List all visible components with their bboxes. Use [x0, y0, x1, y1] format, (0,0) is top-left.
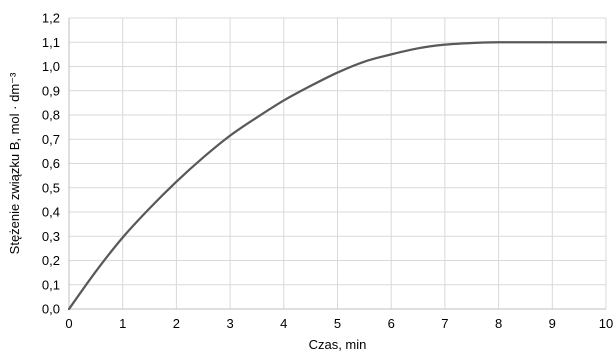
y-tick-label: 0,5 — [42, 180, 60, 195]
x-tick-label: 4 — [280, 316, 287, 331]
y-tick-label: 1,0 — [42, 59, 60, 74]
x-tick-label: 6 — [388, 316, 395, 331]
series-layer — [67, 41, 608, 311]
y-tick-label: 0,7 — [42, 132, 60, 147]
y-tick-label: 0,2 — [42, 253, 60, 268]
x-axis-title: Czas, min — [309, 337, 367, 352]
gridlines — [69, 17, 607, 309]
y-tick-label: 0,6 — [42, 156, 60, 171]
x-tick-label: 5 — [334, 316, 341, 331]
y-tick-label: 0,8 — [42, 108, 60, 123]
y-tick-label: 0,3 — [42, 229, 60, 244]
y-tick-label: 0,1 — [42, 277, 60, 292]
y-tick-label: 0,9 — [42, 83, 60, 98]
x-tick-label: 3 — [226, 316, 233, 331]
series-line — [67, 41, 608, 311]
x-tick-label: 8 — [495, 316, 502, 331]
y-tick-label: 0,4 — [42, 205, 60, 220]
x-tick-label: 0 — [65, 316, 72, 331]
y-tick-label: 1,1 — [42, 35, 60, 50]
axes — [68, 18, 606, 310]
x-tick-label: 10 — [599, 316, 613, 331]
x-tick-labels: 0 1 2 3 4 5 6 7 8 9 10 — [65, 316, 613, 331]
y-tick-label: 1,2 — [42, 11, 60, 26]
y-axis-title: Stężenie związku B, mol · dm⁻³ — [7, 72, 22, 254]
y-tick-label: 0,0 — [42, 302, 60, 317]
x-tick-label: 2 — [173, 316, 180, 331]
x-tick-label: 9 — [549, 316, 556, 331]
x-tick-label: 7 — [441, 316, 448, 331]
x-tick-label: 1 — [119, 316, 126, 331]
y-tick-labels: 0,0 0,1 0,2 0,3 0,4 0,5 0,6 0,7 0,8 0,9 1,0 1,1 1,2 — [42, 11, 60, 317]
